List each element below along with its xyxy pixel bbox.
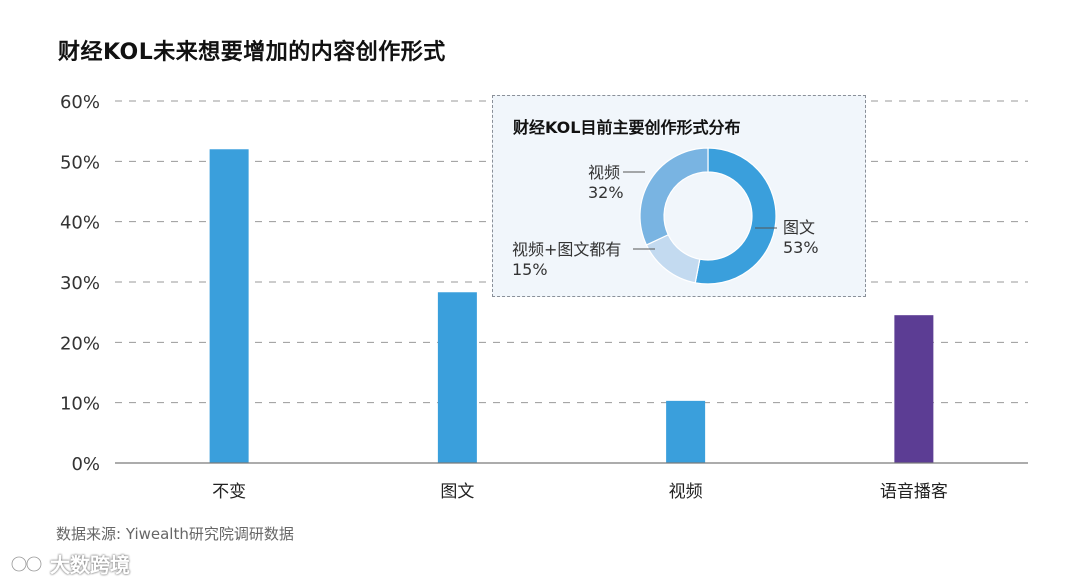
bar-2	[437, 292, 477, 463]
watermark-text: 大数跨境	[50, 553, 130, 577]
y-tick-label: 10%	[60, 394, 100, 415]
inset-title: 财经KOL目前主要创作形式分布	[513, 118, 741, 137]
donut-value-label: 53%	[783, 238, 819, 257]
donut-label: 视频	[588, 163, 620, 182]
donut-value-label: 32%	[588, 183, 624, 202]
chart-title: 财经KOL未来想要增加的内容创作形式	[58, 40, 446, 65]
x-tick-label: 不变	[212, 482, 246, 502]
watermark: 大数跨境	[10, 549, 130, 578]
y-tick-label: 20%	[60, 333, 100, 354]
donut-slice-2	[645, 233, 701, 284]
donut-slice-3	[639, 147, 709, 246]
y-tick-label: 0%	[71, 454, 100, 475]
donut-slice-1	[694, 147, 777, 285]
inset-donut-panel: 财经KOL目前主要创作形式分布 图文 53% 视频+图文都有 15% 视频 32%	[492, 95, 866, 297]
x-tick-label: 语音播客	[880, 482, 948, 502]
donut-value-label: 15%	[512, 260, 548, 279]
y-tick-label: 30%	[60, 273, 100, 294]
x-tick-label: 图文	[440, 482, 474, 502]
y-tick-label: 40%	[60, 213, 100, 234]
source-note: 数据来源: Yiwealth研究院调研数据	[56, 525, 294, 543]
x-tick-label: 视频	[669, 482, 703, 502]
y-tick-label: 60%	[60, 92, 100, 113]
bar-1	[209, 149, 249, 463]
donut-label: 图文	[783, 218, 815, 237]
donut-label: 视频+图文都有	[512, 240, 621, 259]
bar-4	[894, 315, 934, 463]
y-tick-label: 50%	[60, 152, 100, 173]
watermark-logo-icon	[10, 555, 43, 572]
bar-3	[666, 400, 706, 463]
